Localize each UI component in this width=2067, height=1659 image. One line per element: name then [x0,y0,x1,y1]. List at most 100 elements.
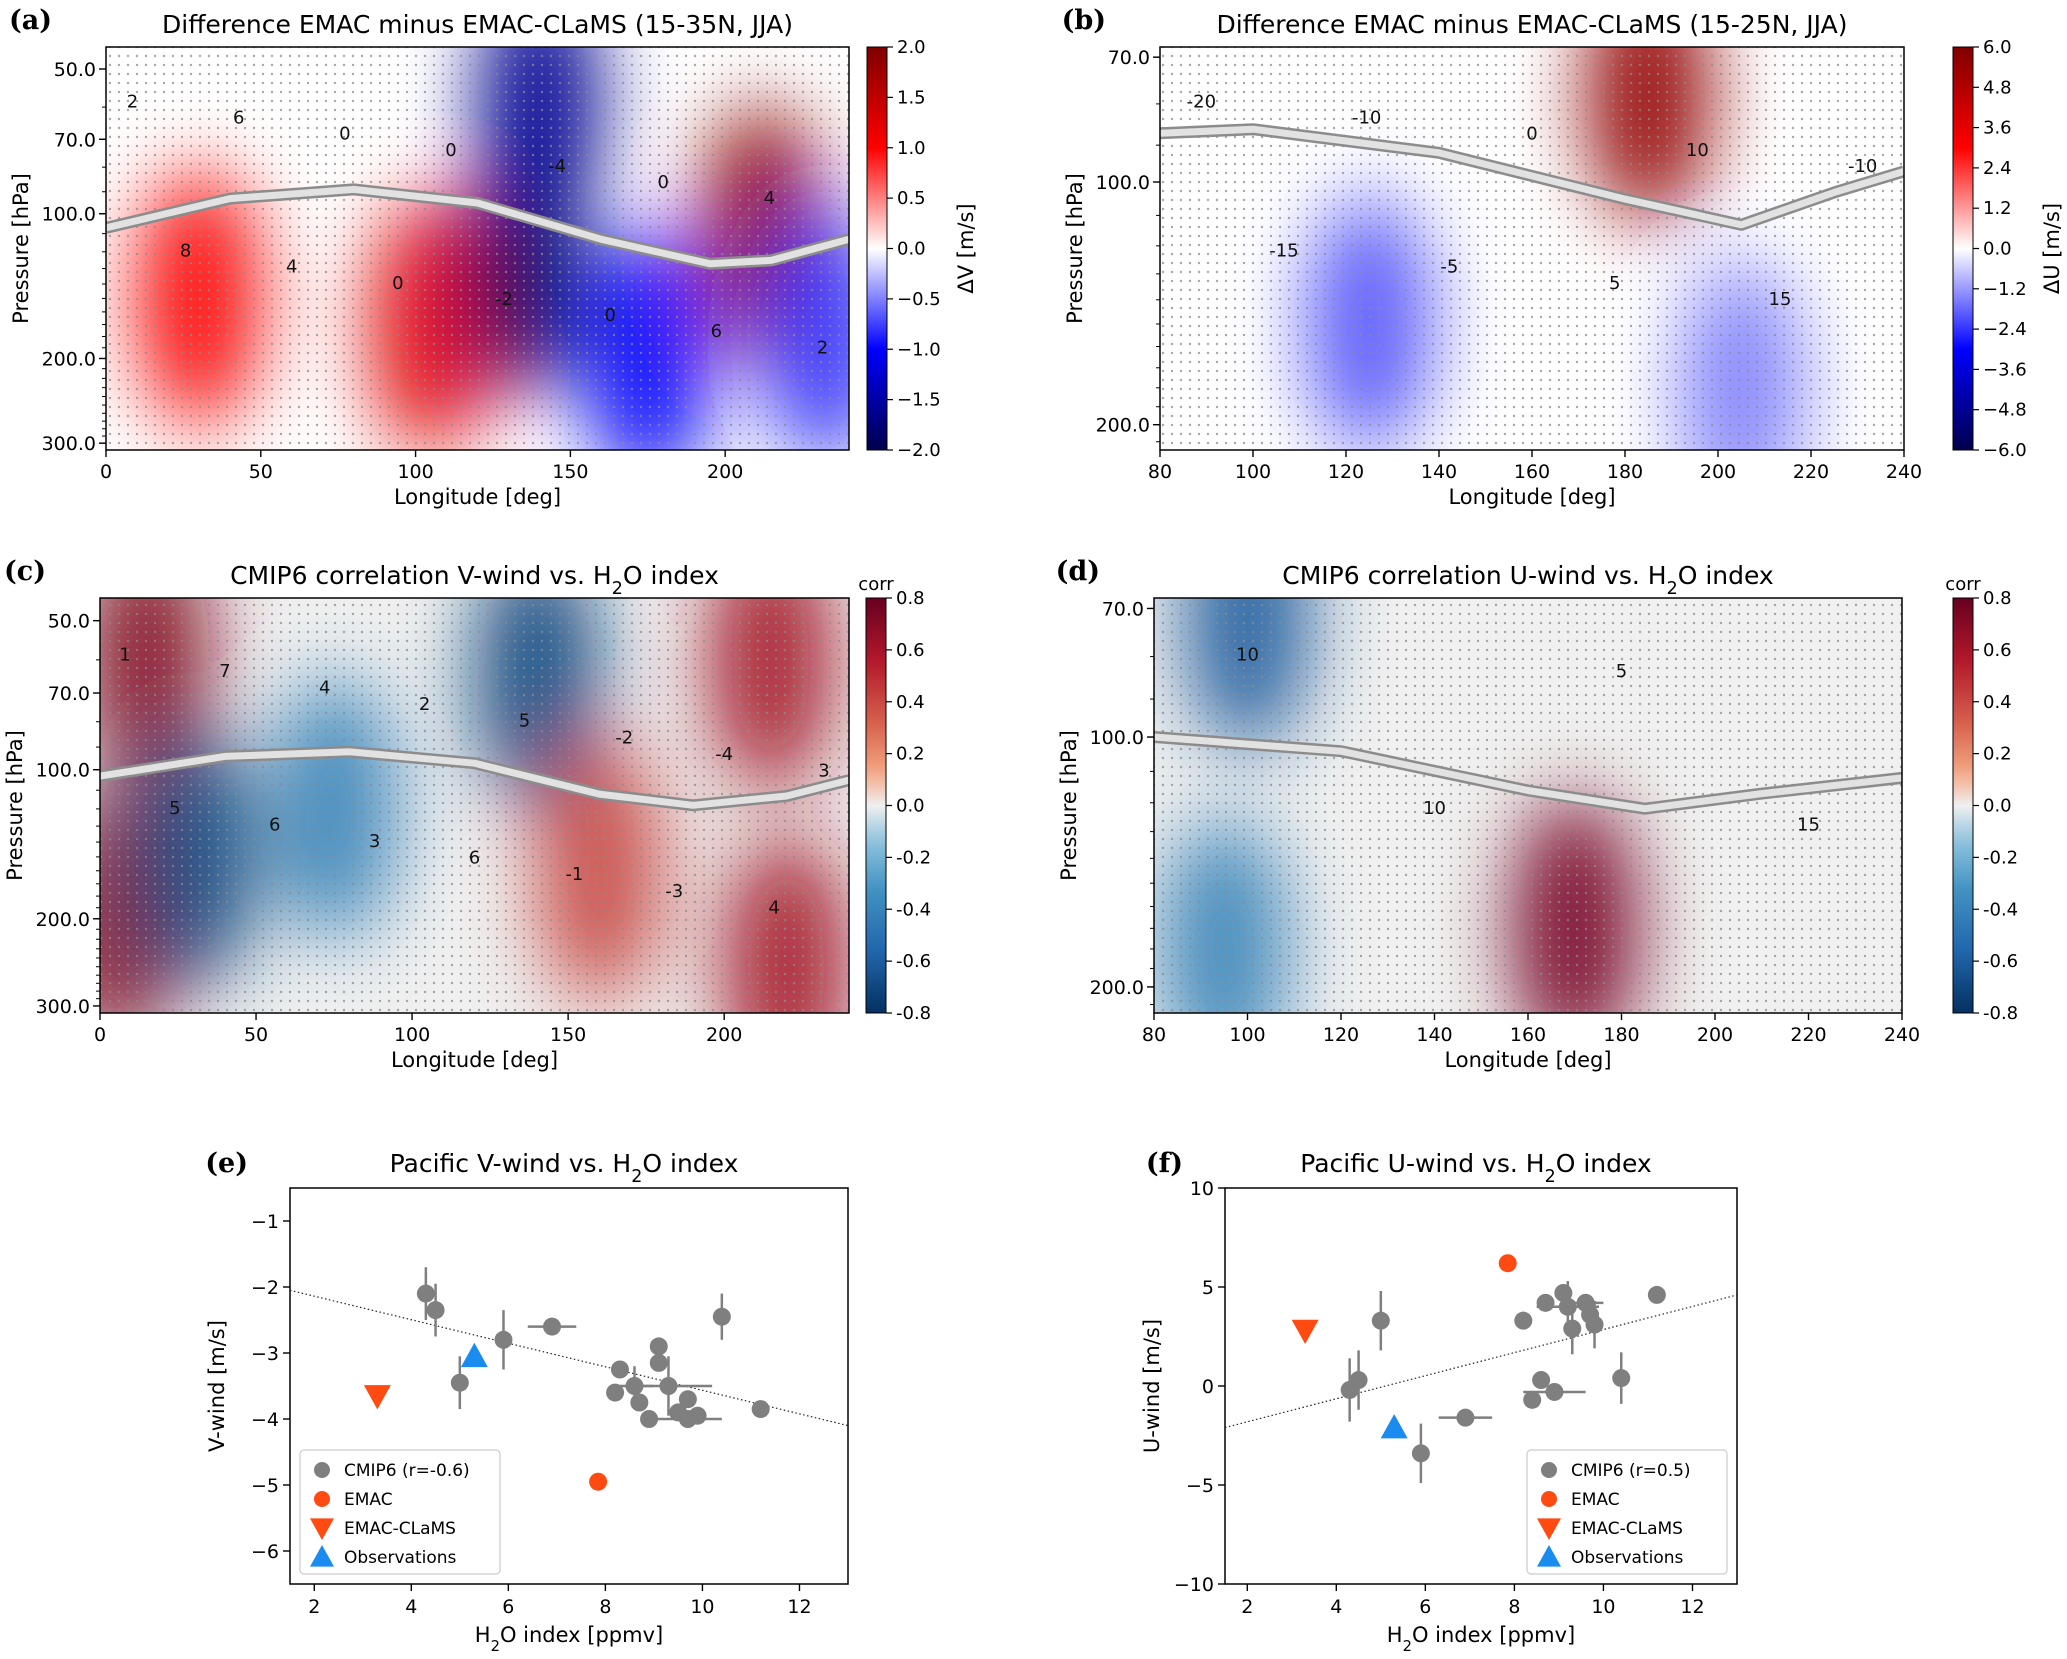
legend: CMIP6 (r=0.5) EMAC EMAC-CLaMS Observations [1526,1449,1728,1575]
x-axis-label: H2O index [ppmv] [475,1623,663,1655]
plot-area [290,1267,848,1491]
contour-label: 6 [711,321,722,342]
y-tick-label: 300.0 [36,996,90,1018]
x-tick-label: 200 [1700,461,1736,483]
contour-label: 5 [169,798,180,819]
colorbar-tick-label: −3.6 [1983,359,2027,380]
significance-stipple [1154,598,1902,1013]
legend-marker [1541,1491,1557,1507]
colorbar-tick-label: 1.2 [1983,198,2012,219]
y-tick-label: −10 [1174,1574,1214,1596]
data-point [1456,1408,1475,1427]
legend-marker [1537,1545,1561,1567]
x-tick-label: 100 [1235,461,1271,483]
contour-label: -4 [715,744,733,765]
field-c: 1 5 7 6 4 3 2 6 5 -1 -2 -3 -4 4 3 [100,598,849,1013]
data-point [1523,1390,1542,1409]
significance-stipple [106,47,849,450]
legend-label: Observations [344,1548,457,1568]
chart-title: CMIP6 correlation U-wind vs. H2O index [1282,561,1773,599]
panel-label: (f) [1146,1148,1183,1179]
panel-label: (a) [9,5,52,36]
colorbar-tick-label: −1.0 [897,339,941,360]
colorbar-tick-label: 0.0 [1983,239,2012,260]
contour-label: -1 [565,864,583,885]
contour-label: 4 [768,897,779,918]
colorbar-tick-label: 0.4 [896,692,925,713]
x-tick-label: 0 [94,1024,106,1046]
axes-frame [105,46,850,451]
x-tick-label: 12 [1680,1596,1704,1618]
data-point [606,1383,625,1402]
axes-frame [99,597,850,1014]
series-2 [363,1385,391,1410]
colorbar-tick-label: 0.0 [1983,796,2012,817]
data-point [659,1377,678,1395]
colorbar-tick-label: 2.0 [897,37,926,58]
x-tick-label: 200 [706,1024,742,1046]
colorbar [866,46,888,451]
colorbar-tick-label: -0.8 [1983,1003,2018,1024]
significance-stipple [1160,47,1904,450]
x-tick-label: 80 [1142,1024,1166,1046]
contour-label: 6 [233,108,244,129]
legend-marker [310,1545,334,1567]
chart-title: Pacific V-wind vs. H2O index [390,1149,739,1187]
y-tick-label: 200.0 [1090,977,1144,999]
data-point [450,1373,469,1392]
legend-label: EMAC [1571,1490,1620,1510]
colorbar-tick-label: -0.6 [896,951,931,972]
data-point [1514,1311,1533,1330]
x-axis-label: Longitude [deg] [1448,485,1615,509]
y-tick-label: 0 [1202,1376,1214,1398]
data-point [1585,1315,1604,1334]
contour-label: 6 [269,814,280,835]
y-axis-label: V-wind [m/s] [205,1320,229,1452]
panel-label: (c) [4,556,46,587]
series-2 [1291,1319,1319,1345]
x-tick-label: 0 [100,461,112,483]
x-tick-label: 160 [1514,461,1550,483]
contour-label: 2 [817,337,828,358]
y-axis-label: Pressure [hPa] [3,730,27,881]
x-axis-label: Longitude [deg] [1444,1048,1611,1072]
x-tick-label: 150 [552,461,588,483]
y-tick-label: 200.0 [42,348,96,370]
x-tick-label: 100 [1229,1024,1265,1046]
x-tick-label: 100 [394,1024,430,1046]
data-point [688,1406,707,1425]
colorbar-tick-label: −2.4 [1983,319,2027,340]
x-tick-label: 240 [1886,461,1922,483]
x-tick-label: 50 [244,1024,268,1046]
x-tick-label: 4 [405,1596,417,1618]
colorbar-tick-label: −6.0 [1983,440,2027,461]
y-axis-label: Pressure [hPa] [1057,730,1081,881]
contour-label: 10 [1423,798,1446,819]
contour-label: 6 [469,848,480,869]
series-0 [416,1267,770,1428]
y-tick-label: −6 [251,1541,279,1563]
colorbar-tick-label: -0.4 [1983,899,2018,920]
contour-label: -2 [495,289,513,310]
contour-label: 4 [286,257,297,278]
x-tick-label: 6 [1419,1596,1431,1618]
y-tick-label: 70.0 [54,129,96,151]
colorbar-tick-label: −1.2 [1983,279,2027,300]
series-1 [1498,1254,1517,1273]
panel-c: 1 5 7 6 4 3 2 6 5 -1 -2 -3 -4 4 3 0 50 100 150 200 50.0 70.0 1… [3,556,931,1072]
colorbar-tick-label: 0.0 [897,239,926,260]
legend-label: EMAC-CLaMS [344,1519,456,1539]
x-tick-label: 50 [249,461,273,483]
colorbar-tick-label: −4.8 [1983,400,2027,421]
x-tick-label: 12 [787,1596,811,1618]
data-point [712,1307,731,1326]
colorbar [1952,597,1974,1014]
x-tick-label: 4 [1330,1596,1342,1618]
contour-label: 0 [339,124,350,145]
contour-label: 3 [369,831,380,852]
contour-label: 2 [127,91,138,112]
x-tick-label: 2 [308,1596,320,1618]
panel-e: 2 4 6 8 10 12 −1 −2 −3 −4 −5 −6 H2O index [ppmv] V-wi… [205,1148,849,1655]
y-tick-label: −1 [251,1211,279,1233]
